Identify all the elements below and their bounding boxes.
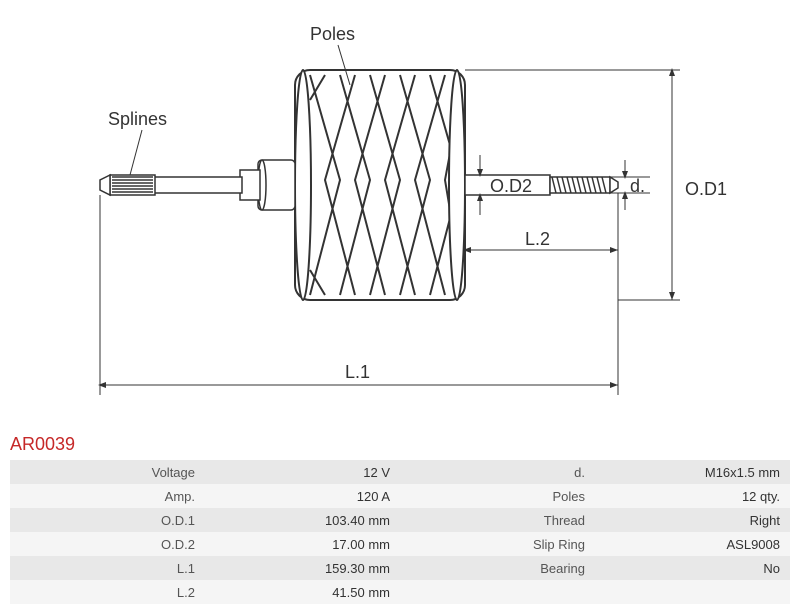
spec-value: 17.00 mm	[205, 532, 400, 556]
spec-value: Right	[595, 508, 790, 532]
spec-label: L.2	[10, 580, 205, 604]
spec-label: Bearing	[400, 556, 595, 580]
poles-text: Poles	[310, 24, 355, 44]
spec-value	[595, 580, 790, 604]
splines-label: Splines	[108, 109, 167, 175]
spec-label: L.1	[10, 556, 205, 580]
table-row: O.D.1103.40 mmThreadRight	[10, 508, 790, 532]
table-row: L.241.50 mm	[10, 580, 790, 604]
spec-label: d.	[400, 460, 595, 484]
spec-label: Poles	[400, 484, 595, 508]
spec-value: 41.50 mm	[205, 580, 400, 604]
spec-value: No	[595, 556, 790, 580]
spec-label: O.D.1	[10, 508, 205, 532]
table-row: L.1159.30 mmBearingNo	[10, 556, 790, 580]
spec-value: 159.30 mm	[205, 556, 400, 580]
table-row: Voltage12 Vd.M16x1.5 mm	[10, 460, 790, 484]
part-number: AR0039	[10, 434, 75, 455]
spec-label: O.D.2	[10, 532, 205, 556]
splines-text: Splines	[108, 109, 167, 129]
table-row: O.D.217.00 mmSlip RingASL9008	[10, 532, 790, 556]
table-row: Amp.120 APoles12 qty.	[10, 484, 790, 508]
od2-text: O.D2	[490, 176, 532, 196]
l2-dimension: L.2	[465, 193, 618, 260]
spec-table: Voltage12 Vd.M16x1.5 mmAmp.120 APoles12 …	[10, 460, 790, 604]
spec-value: 12 qty.	[595, 484, 790, 508]
l2-text: L.2	[525, 229, 550, 249]
spec-label: Thread	[400, 508, 595, 532]
shaft-left	[100, 160, 295, 210]
od1-text: O.D1	[685, 179, 727, 199]
d-text: d.	[630, 176, 645, 196]
l1-text: L.1	[345, 362, 370, 382]
spec-value: 120 A	[205, 484, 400, 508]
spec-value: 103.40 mm	[205, 508, 400, 532]
shaft-right	[465, 175, 618, 195]
spec-value: 12 V	[205, 460, 400, 484]
spec-value: ASL9008	[595, 532, 790, 556]
spec-label: Amp.	[10, 484, 205, 508]
spec-label: Voltage	[10, 460, 205, 484]
technical-diagram: Poles Splines O.D1 O.D2 d. L.2 L.1	[0, 0, 800, 430]
rotor-body	[295, 70, 465, 300]
spec-value: M16x1.5 mm	[595, 460, 790, 484]
spec-label	[400, 580, 595, 604]
spec-label: Slip Ring	[400, 532, 595, 556]
